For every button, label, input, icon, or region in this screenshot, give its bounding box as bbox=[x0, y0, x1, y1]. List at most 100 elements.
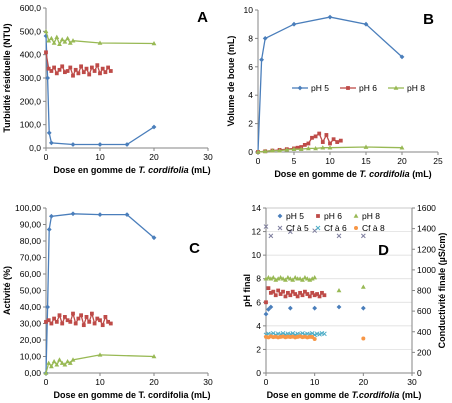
y-axis-label: Turbidité résiduelle (NTU) bbox=[2, 23, 12, 132]
legend-marker bbox=[353, 213, 359, 218]
data-point bbox=[317, 294, 322, 299]
data-point bbox=[275, 276, 281, 281]
series-line bbox=[257, 16, 403, 153]
data-point bbox=[312, 336, 317, 341]
data-point bbox=[320, 140, 325, 144]
y-tick-label: 6 bbox=[248, 62, 253, 72]
series-a-2 bbox=[43, 28, 157, 46]
data-point bbox=[71, 73, 75, 78]
data-point bbox=[43, 28, 49, 34]
legend-marker bbox=[346, 86, 350, 90]
data-point bbox=[63, 315, 67, 319]
data-point bbox=[290, 277, 296, 282]
y-tick-label: 400,0 bbox=[20, 50, 42, 60]
data-point bbox=[73, 67, 78, 72]
series-d-5 bbox=[264, 334, 366, 341]
y2-tick-label: 1200 bbox=[417, 244, 436, 254]
data-point bbox=[106, 319, 110, 324]
x-axis-label: Dose en gomme de T. cordifolia (mL) bbox=[53, 390, 210, 400]
series-d-0 bbox=[263, 304, 366, 317]
data-point bbox=[103, 315, 108, 319]
y-tick-label: 10 bbox=[244, 5, 254, 15]
data-point bbox=[46, 38, 52, 43]
x-tick-label: 0 bbox=[44, 152, 49, 162]
x-tick-label: 10 bbox=[310, 377, 320, 387]
data-point bbox=[60, 321, 65, 326]
data-point bbox=[45, 304, 51, 310]
y-tick-label: 80,00 bbox=[20, 236, 42, 246]
y-tick-label: 4 bbox=[256, 321, 261, 331]
data-point bbox=[97, 142, 103, 147]
data-point bbox=[322, 293, 327, 298]
x-tick-label: 10 bbox=[95, 377, 105, 387]
x-tick-label: 30 bbox=[407, 377, 417, 387]
data-point bbox=[303, 289, 307, 294]
y-tick-label: 8 bbox=[256, 274, 261, 284]
y-tick-label: 30,00 bbox=[20, 319, 42, 329]
y2-axis-label: Conductivité finale (µS/cm) bbox=[437, 233, 447, 349]
data-point bbox=[57, 67, 62, 72]
data-point bbox=[285, 275, 291, 280]
legend-marker bbox=[354, 226, 358, 230]
series-d-2 bbox=[263, 275, 366, 293]
data-point bbox=[327, 14, 333, 20]
data-point bbox=[151, 354, 157, 359]
data-point bbox=[293, 292, 298, 296]
y-axis-label: pH final bbox=[242, 274, 252, 307]
data-point bbox=[291, 21, 297, 27]
y-tick-label: 20,00 bbox=[20, 335, 42, 345]
data-point bbox=[331, 137, 336, 142]
data-point bbox=[276, 288, 281, 293]
data-point bbox=[79, 313, 83, 318]
data-point bbox=[363, 144, 369, 149]
legend-label: Cf à 8 bbox=[362, 223, 385, 233]
data-point bbox=[46, 360, 52, 365]
data-point bbox=[79, 64, 83, 69]
y-tick-label: 40,00 bbox=[20, 302, 42, 312]
y-tick-label: 4 bbox=[248, 90, 253, 100]
series-line bbox=[45, 213, 155, 374]
data-point bbox=[335, 140, 340, 144]
series-b-2 bbox=[255, 144, 405, 154]
data-point bbox=[281, 289, 285, 294]
data-point bbox=[100, 323, 105, 328]
data-point bbox=[287, 276, 293, 281]
data-point bbox=[51, 358, 57, 364]
legend-label: pH 5 bbox=[311, 83, 329, 93]
data-point bbox=[43, 370, 49, 375]
y2-tick-label: 1400 bbox=[417, 224, 436, 234]
data-point bbox=[95, 63, 100, 68]
data-point bbox=[313, 145, 318, 151]
series-b-0 bbox=[255, 14, 405, 155]
data-point bbox=[361, 336, 366, 341]
data-point bbox=[68, 65, 73, 70]
y2-tick-label: 0 bbox=[417, 368, 422, 378]
panel-letter: A bbox=[197, 9, 208, 26]
data-point bbox=[302, 275, 308, 280]
data-point bbox=[307, 277, 313, 282]
legend-label: Cf à 5 bbox=[286, 223, 309, 233]
series-c-2 bbox=[43, 352, 157, 375]
y-tick-label: 2 bbox=[256, 344, 261, 354]
data-point bbox=[295, 294, 300, 299]
data-point bbox=[49, 35, 54, 41]
legend-marker bbox=[393, 85, 399, 90]
y-tick-label: 8 bbox=[248, 33, 253, 43]
y-tick-label: 12 bbox=[252, 227, 262, 237]
data-point bbox=[46, 130, 52, 136]
panel-c: 0,00 10,00 20,00 30,00 40,00 50,00 60,00 70,00 8… bbox=[2, 203, 213, 400]
data-point bbox=[97, 212, 103, 217]
data-point bbox=[92, 69, 97, 73]
data-point bbox=[68, 319, 73, 324]
data-point bbox=[317, 331, 322, 337]
data-point bbox=[54, 34, 60, 39]
data-point bbox=[151, 124, 157, 130]
data-point bbox=[59, 360, 65, 365]
x-tick-label: 10 bbox=[325, 156, 335, 166]
data-point bbox=[51, 40, 57, 45]
data-point bbox=[95, 316, 100, 321]
y-tick-label: 500,0 bbox=[20, 26, 42, 36]
data-point bbox=[310, 135, 314, 140]
data-point bbox=[54, 362, 60, 367]
